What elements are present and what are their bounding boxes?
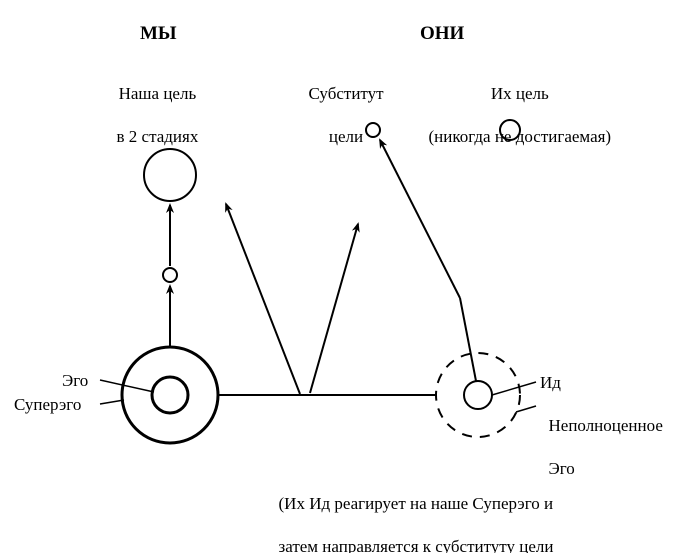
infego-label-line [516,406,536,412]
label-their-goal-l1: Их цель [491,84,549,103]
node-ego_dashed [436,353,520,437]
id-label-line [492,382,536,395]
label-inferior-ego: Неполноценное Эго [540,394,663,479]
label-our-goal: Наша цель в 2 стадиях [108,62,198,147]
arrow-id-to-substitute-b [380,140,460,298]
node-superego_outer [122,347,218,443]
diagram-canvas: { "headers": { "we": "МЫ", "they": "ОНИ"… [0,0,675,553]
node-ego_inner [152,377,188,413]
node-id_inner [464,381,492,409]
node-our_goal_large [144,149,196,201]
label-superego: Суперэго [14,394,81,415]
label-our-goal-l1: Наша цель [119,84,197,103]
caption-l2: затем направляется к субституту цели [279,537,554,553]
label-our-goal-l2: в 2 стадиях [117,127,199,146]
label-substitute: Субститут цели [300,62,384,147]
label-their-goal-l2: (никогда не достигаемая) [429,127,612,146]
label-substitute-l1: Субститут [309,84,384,103]
label-id: Ид [540,372,561,393]
label-ego: Эго [62,370,88,391]
header-we: МЫ [140,22,177,46]
arrow-deflect-to-our [226,204,300,394]
superego-label-line [100,400,124,404]
ego-label-line [100,380,154,392]
label-their-goal: Их цель (никогда не достигаемая) [420,62,611,147]
caption: (Их Ид реагирует на наше Суперэго и зате… [270,472,553,553]
arrow-id-to-substitute-a [460,298,476,381]
arrow-toward-substitute [310,224,358,393]
label-substitute-l2: цели [329,127,363,146]
header-they: ОНИ [420,22,464,46]
caption-l1: (Их Ид реагирует на наше Суперэго и [279,494,554,513]
node-our_goal_small [163,268,177,282]
label-inferior-l1: Неполноценное [549,416,663,435]
